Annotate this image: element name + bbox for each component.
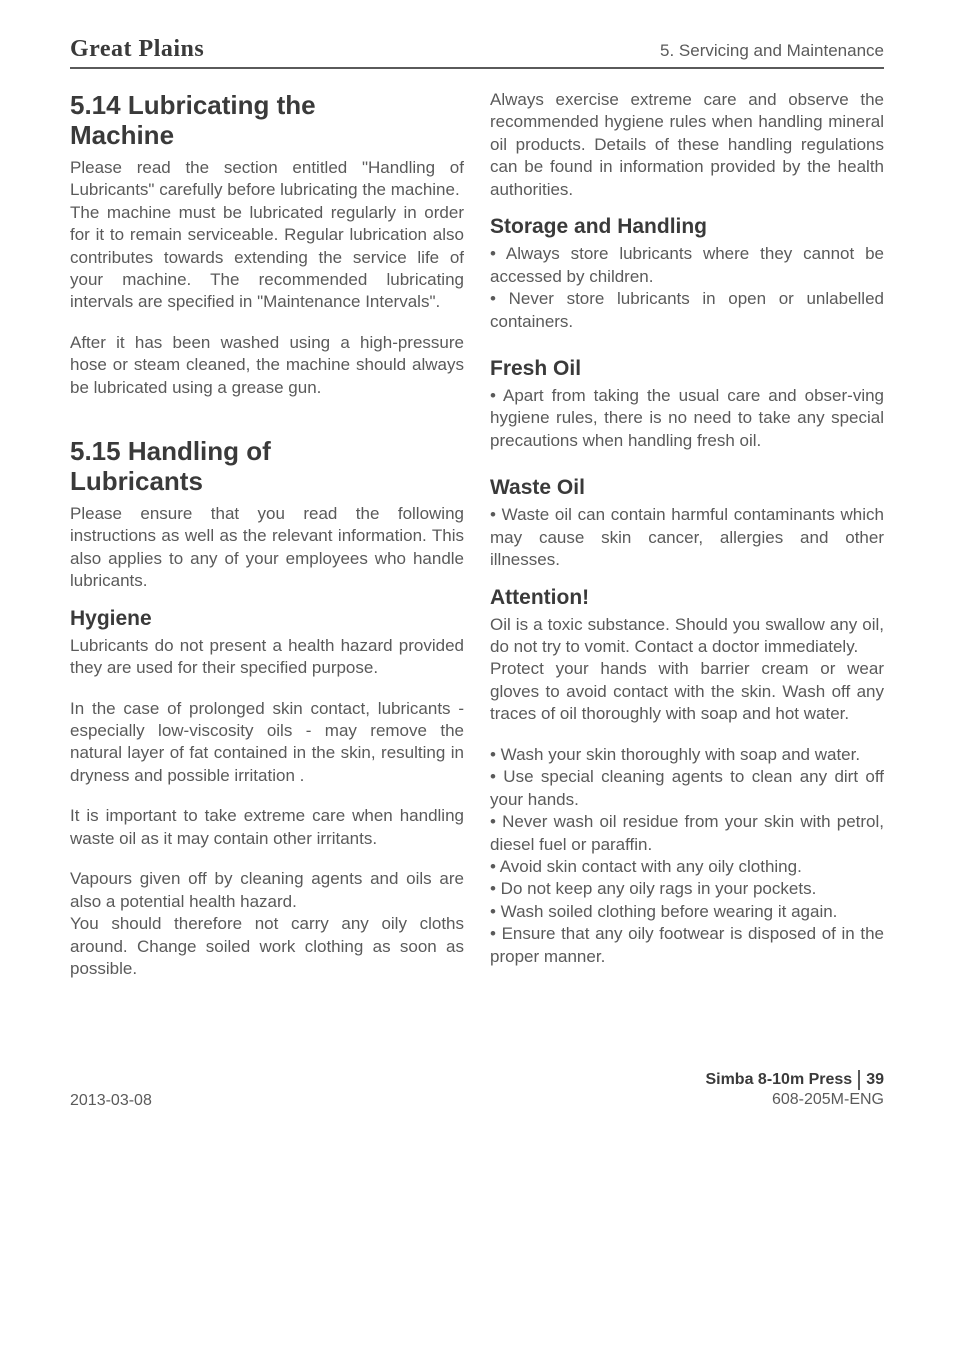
paragraph: Lubricants do not present a health hazar…: [70, 635, 464, 680]
footer-product: Simba 8-10m Press: [705, 1071, 852, 1088]
paragraph: Please read the section entitled "Handli…: [70, 157, 464, 202]
bullet-item: • Avoid skin contact with any oily cloth…: [490, 856, 884, 878]
fresh-oil-heading: Fresh Oil: [490, 357, 884, 381]
paragraph: Protect your hands with barrier cream or…: [490, 658, 884, 725]
bullet-item: • Never wash oil residue from your skin …: [490, 811, 884, 856]
section-title-line1: 5.15 Handling of: [70, 436, 271, 466]
paragraph: Please ensure that you read the followin…: [70, 503, 464, 593]
content-columns: 5.14 Lubricating the Machine Please read…: [70, 89, 884, 980]
paragraph: It is important to take extreme care whe…: [70, 805, 464, 850]
attention-heading: Attention!: [490, 586, 884, 610]
section-5-14-title: 5.14 Lubricating the Machine: [70, 91, 464, 151]
paragraph: After it has been washed using a high-pr…: [70, 332, 464, 399]
page-footer: 2013-03-08 Simba 8-10m Press 39 608-205M-…: [70, 1070, 884, 1110]
section-5-15-title: 5.15 Handling of Lubricants: [70, 437, 464, 497]
hygiene-heading: Hygiene: [70, 607, 464, 631]
bullet-item: • Wash soiled clothing before wearing it…: [490, 901, 884, 923]
bullet-item: • Use special cleaning agents to clean a…: [490, 766, 884, 811]
bullet-item: • Ensure that any oily footwear is dispo…: [490, 923, 884, 968]
paragraph: You should therefore not carry any oily …: [70, 913, 464, 980]
footer-product-line: Simba 8-10m Press 39: [705, 1070, 884, 1090]
paragraph: Always exercise extreme care and observe…: [490, 89, 884, 201]
paragraph: Oil is a toxic substance. Should you swa…: [490, 614, 884, 659]
footer-page-number: 39: [858, 1070, 884, 1090]
waste-oil-heading: Waste Oil: [490, 476, 884, 500]
footer-right-block: Simba 8-10m Press 39 608-205M-ENG: [705, 1070, 884, 1110]
left-column: 5.14 Lubricating the Machine Please read…: [70, 89, 464, 980]
bullet-item: • Wash your skin thoroughly with soap an…: [490, 744, 884, 766]
footer-code: 608-205M-ENG: [705, 1090, 884, 1110]
paragraph: • Waste oil can contain harmful contamin…: [490, 504, 884, 571]
bullet-item: • Do not keep any oily rags in your pock…: [490, 878, 884, 900]
bullet-item: • Always store lubricants where they can…: [490, 243, 884, 288]
brand-logo: Great Plains: [70, 36, 204, 63]
bullet-item: • Never store lubricants in open or unla…: [490, 288, 884, 333]
paragraph: The machine must be lubricated regularly…: [70, 202, 464, 314]
header-chapter: 5. Servicing and Maintenance: [660, 41, 884, 61]
page-header: Great Plains 5. Servicing and Maintenanc…: [70, 36, 884, 69]
section-title-line2: Lubricants: [70, 466, 203, 496]
storage-heading: Storage and Handling: [490, 215, 884, 239]
paragraph: In the case of prolonged skin contact, l…: [70, 698, 464, 788]
paragraph: Vapours given off by cleaning agents and…: [70, 868, 464, 913]
section-title-line1: 5.14 Lubricating the: [70, 90, 316, 120]
paragraph: • Apart from taking the usual care and o…: [490, 385, 884, 452]
section-title-line2: Machine: [70, 120, 174, 150]
right-column: Always exercise extreme care and observe…: [490, 89, 884, 980]
footer-date: 2013-03-08: [70, 1092, 152, 1110]
